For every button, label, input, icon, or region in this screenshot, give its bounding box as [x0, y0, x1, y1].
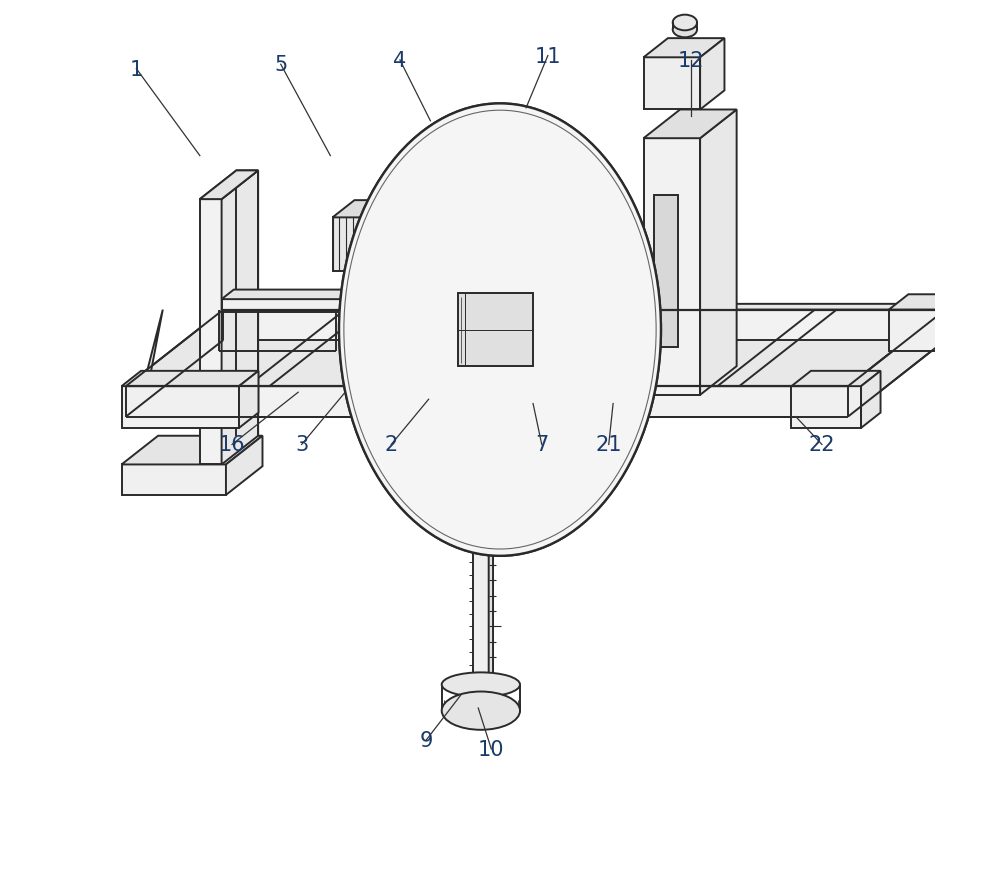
Polygon shape	[550, 372, 585, 397]
Polygon shape	[958, 295, 978, 352]
Ellipse shape	[673, 23, 697, 38]
Polygon shape	[473, 395, 489, 704]
Polygon shape	[889, 310, 958, 352]
Text: 11: 11	[535, 47, 561, 66]
Polygon shape	[333, 218, 380, 272]
Polygon shape	[122, 465, 226, 495]
Polygon shape	[848, 310, 945, 417]
Text: 2: 2	[385, 435, 398, 454]
Polygon shape	[552, 336, 613, 400]
Polygon shape	[223, 310, 945, 341]
Text: 22: 22	[809, 435, 835, 454]
Text: 7: 7	[535, 435, 548, 454]
Text: 9: 9	[419, 731, 433, 750]
Ellipse shape	[673, 16, 697, 31]
Polygon shape	[644, 110, 737, 139]
Polygon shape	[385, 255, 414, 378]
Polygon shape	[143, 310, 163, 387]
Ellipse shape	[442, 692, 520, 730]
Polygon shape	[126, 387, 848, 417]
Polygon shape	[200, 171, 258, 200]
Text: 3: 3	[295, 435, 308, 454]
Polygon shape	[239, 371, 258, 428]
Polygon shape	[403, 336, 613, 384]
Ellipse shape	[339, 104, 661, 556]
Polygon shape	[226, 436, 262, 495]
Polygon shape	[644, 139, 700, 395]
Polygon shape	[607, 297, 659, 313]
Polygon shape	[126, 310, 945, 387]
Polygon shape	[458, 294, 533, 367]
Ellipse shape	[339, 104, 661, 556]
Polygon shape	[200, 171, 258, 200]
Polygon shape	[607, 313, 639, 348]
Polygon shape	[644, 39, 724, 58]
Text: 5: 5	[274, 56, 287, 75]
Polygon shape	[222, 171, 258, 465]
Text: 4: 4	[393, 51, 407, 70]
Polygon shape	[122, 371, 258, 387]
Ellipse shape	[442, 673, 520, 697]
Polygon shape	[223, 304, 970, 310]
Polygon shape	[380, 201, 402, 272]
Polygon shape	[489, 393, 493, 704]
Polygon shape	[200, 200, 222, 465]
Polygon shape	[222, 300, 361, 313]
Polygon shape	[791, 387, 861, 428]
Text: 12: 12	[678, 51, 705, 70]
Polygon shape	[700, 39, 724, 110]
Polygon shape	[458, 294, 533, 367]
Polygon shape	[333, 201, 402, 218]
Polygon shape	[654, 196, 678, 348]
Polygon shape	[550, 356, 605, 372]
Polygon shape	[122, 436, 262, 465]
Text: 16: 16	[219, 435, 245, 454]
Text: 21: 21	[596, 435, 622, 454]
Polygon shape	[644, 58, 700, 110]
Polygon shape	[791, 371, 881, 387]
Polygon shape	[352, 255, 414, 278]
Text: 1: 1	[130, 60, 143, 79]
Polygon shape	[352, 278, 385, 378]
Polygon shape	[861, 371, 881, 428]
Polygon shape	[403, 384, 552, 400]
Polygon shape	[385, 295, 656, 304]
Polygon shape	[122, 387, 239, 428]
Polygon shape	[889, 295, 978, 310]
Polygon shape	[346, 272, 367, 288]
Polygon shape	[222, 290, 373, 300]
Polygon shape	[700, 110, 737, 395]
Text: 10: 10	[478, 740, 505, 759]
